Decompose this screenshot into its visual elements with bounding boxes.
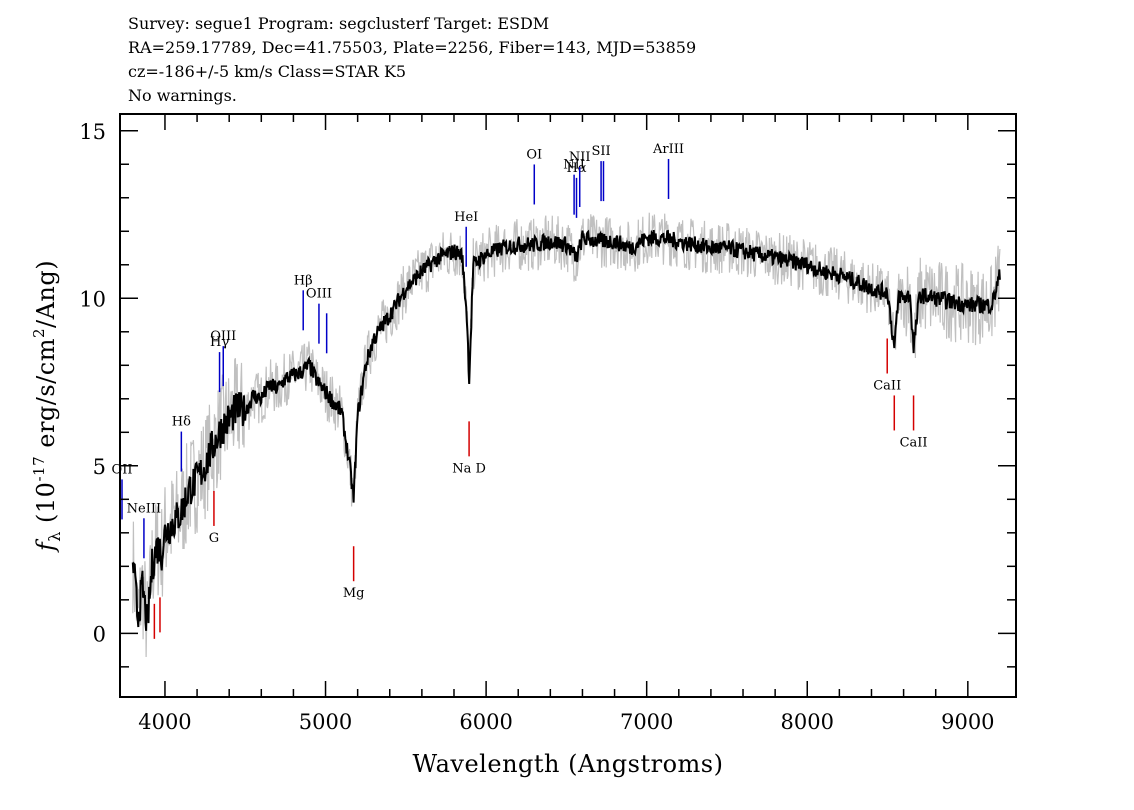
x-tick-label: 8000 <box>781 710 834 734</box>
x-tick-label: 4000 <box>138 710 191 734</box>
marker-label: SII <box>591 144 610 159</box>
noise-trace <box>132 212 1001 658</box>
marker-label: CaII <box>873 378 901 393</box>
marker-label: G <box>209 531 219 546</box>
noise-band <box>132 212 1001 658</box>
marker-label: OIII <box>210 329 236 344</box>
x-tick-label: 9000 <box>941 710 994 734</box>
y-tick-label: 5 <box>93 455 106 479</box>
x-tick-label: 7000 <box>620 710 673 734</box>
marker-label: Mg <box>343 586 365 601</box>
header-survey-line: Survey: segue1 Program: segclusterf Targ… <box>128 14 550 33</box>
header-redshift-class-line: cz=-186+/-5 km/s Class=STAR K5 <box>128 62 407 81</box>
marker-label: ArIII <box>652 142 684 157</box>
x-tick-label: 6000 <box>459 710 512 734</box>
plot-frame <box>119 113 1017 698</box>
marker-label: OIII <box>306 287 332 302</box>
y-axis-title: fλ (10-17 erg/s/cm2/Ang) <box>30 260 64 553</box>
y-tick-label: 0 <box>93 622 106 646</box>
marker-label: NeIII <box>127 501 161 516</box>
marker-label: OI <box>526 147 542 162</box>
x-tick-label: 5000 <box>299 710 352 734</box>
header-coordinates-line: RA=259.17789, Dec=41.75503, Plate=2256, … <box>128 38 697 57</box>
marker-label: CaII <box>900 435 928 450</box>
spectrum-header: Survey: segue1 Program: segclusterf Targ… <box>128 12 696 108</box>
x-axis-title: Wavelength (Angstroms) <box>413 750 724 778</box>
marker-label: Hδ <box>172 415 191 430</box>
axis-ticks: 4000 5000 6000 7000 8000 9000 0 5 10 15 <box>79 114 1016 734</box>
marker-label: Hγ <box>210 335 229 350</box>
marker-label: Hβ <box>294 273 313 288</box>
marker-label: Hα <box>566 161 586 176</box>
spectrum-line <box>131 229 1001 631</box>
y-tick-label: 10 <box>79 287 106 311</box>
y-tick-label: 15 <box>79 120 106 144</box>
marker-label: NII <box>569 150 591 165</box>
marker-label: HeI <box>454 210 478 225</box>
marker-label: OII <box>112 462 133 477</box>
marker-label: Na D <box>452 461 486 476</box>
header-warnings-line: No warnings. <box>128 86 237 105</box>
